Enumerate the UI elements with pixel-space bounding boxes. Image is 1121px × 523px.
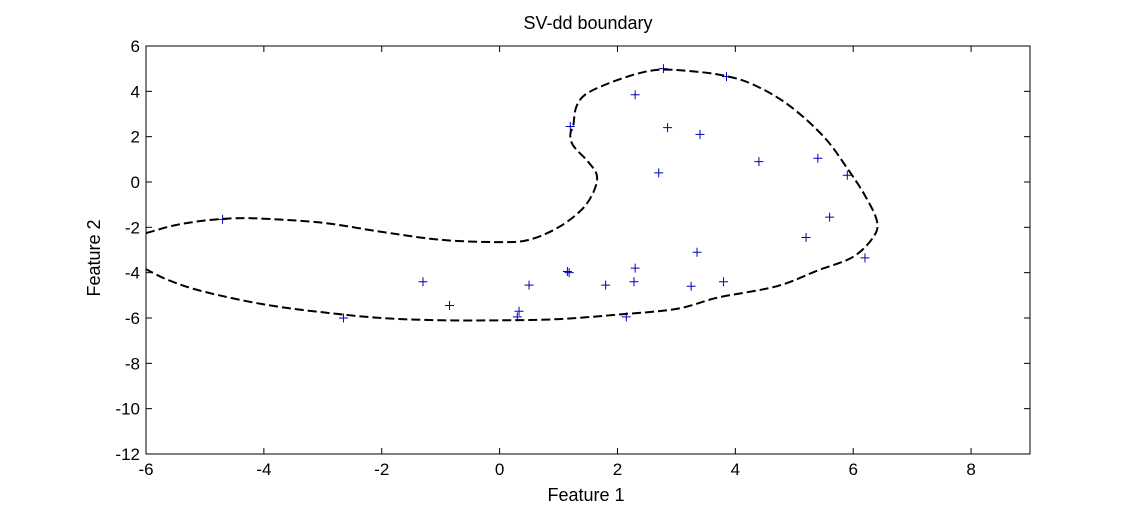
y-axis-label: Feature 2 bbox=[84, 219, 104, 296]
x-tick-label: 2 bbox=[613, 460, 622, 479]
data-point bbox=[842, 170, 852, 180]
data-point bbox=[686, 281, 696, 291]
x-axis-label: Feature 1 bbox=[547, 485, 624, 505]
data-point bbox=[562, 267, 572, 277]
data-point bbox=[813, 153, 823, 163]
y-tick-label: 6 bbox=[131, 37, 140, 56]
axes-box bbox=[145, 45, 1031, 455]
y-tick-label: -2 bbox=[125, 218, 140, 237]
y-tick-label: 4 bbox=[131, 82, 140, 101]
data-point bbox=[564, 268, 574, 278]
plot-area: -6 -4 -2 0 2 4 6 8 6 4 2 0 -2 -4 -6 -8 -10 -12 bbox=[115, 37, 1031, 479]
svdd-boundary-line bbox=[146, 68, 879, 322]
data-point bbox=[695, 129, 705, 139]
data-point bbox=[860, 253, 870, 263]
y-tick-label: -12 bbox=[115, 445, 140, 464]
x-tick-label: 4 bbox=[731, 460, 740, 479]
data-point bbox=[654, 168, 664, 178]
x-tick-label: -2 bbox=[374, 460, 389, 479]
y-tick-label: 2 bbox=[131, 128, 140, 147]
data-point bbox=[445, 301, 455, 311]
data-point bbox=[338, 313, 348, 323]
data-point bbox=[514, 306, 524, 316]
data-point bbox=[418, 277, 428, 287]
data-point bbox=[565, 121, 575, 131]
data-point bbox=[630, 263, 640, 273]
data-point bbox=[601, 280, 611, 290]
y-tick-label: 0 bbox=[131, 173, 140, 192]
data-point bbox=[524, 280, 534, 290]
data-point bbox=[629, 277, 639, 287]
y-tick-label: -8 bbox=[125, 354, 140, 373]
chart-title: SV-dd boundary bbox=[523, 13, 652, 33]
data-point bbox=[663, 123, 673, 133]
y-tick-label: -4 bbox=[125, 264, 140, 283]
data-point bbox=[719, 277, 729, 287]
x-tick-label: 8 bbox=[966, 460, 975, 479]
data-point bbox=[630, 90, 640, 100]
y-tick-label: -10 bbox=[115, 400, 140, 419]
data-point bbox=[801, 233, 811, 243]
data-point bbox=[825, 212, 835, 222]
data-point bbox=[692, 247, 702, 257]
x-tick-label: -6 bbox=[138, 460, 153, 479]
scatter-series bbox=[218, 64, 870, 323]
y-tick-label: -6 bbox=[125, 309, 140, 328]
x-tick-label: 0 bbox=[495, 460, 504, 479]
x-tick-label: 6 bbox=[848, 460, 857, 479]
data-point bbox=[754, 157, 764, 167]
x-tick-label: -4 bbox=[256, 460, 271, 479]
